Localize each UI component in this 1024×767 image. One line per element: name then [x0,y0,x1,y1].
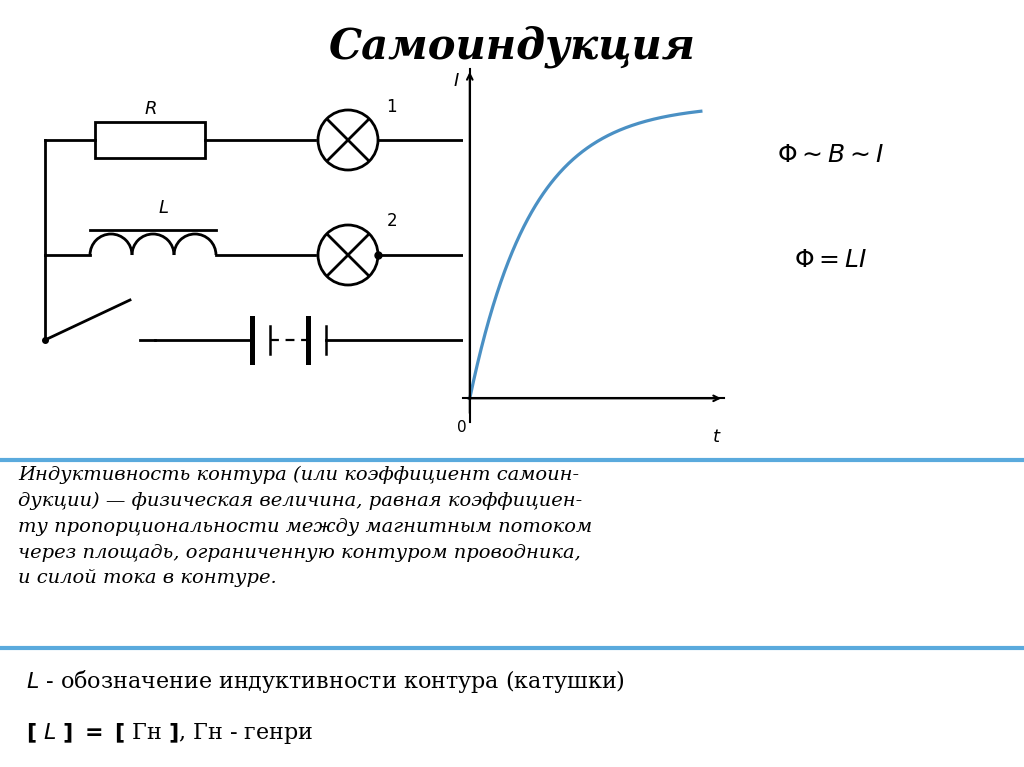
Bar [95,122,205,158]
Text: $R$: $R$ [143,100,157,118]
Text: $1$: $1$ [386,98,397,116]
Circle shape [318,225,378,285]
Text: $\Phi \sim B \sim I$: $\Phi \sim B \sim I$ [776,143,884,166]
Text: $t$: $t$ [713,428,722,446]
Text: Индуктивность контура (или коэффициент самоин-
дукции) — физическая величина, ра: Индуктивность контура (или коэффициент с… [18,466,593,588]
Text: $0$: $0$ [456,419,467,435]
Text: $\mathit{L}$ - обозначение индуктивности контура (катушки): $\mathit{L}$ - обозначение индуктивности… [26,668,625,695]
Circle shape [318,110,378,170]
Text: $L$: $L$ [158,199,169,217]
Text: $2$: $2$ [386,213,397,231]
Text: $\Phi = LI$: $\Phi = LI$ [794,249,866,272]
Text: $I$: $I$ [453,72,460,90]
Text: $\mathbf{[}$ $\mathit{L}$ $\mathbf{]}$ $\mathbf{=}$ $\mathbf{[}$ Гн $\mathbf{]}$: $\mathbf{[}$ $\mathit{L}$ $\mathbf{]}$ $… [26,721,313,746]
Text: Самоиндукция: Самоиндукция [329,25,695,67]
